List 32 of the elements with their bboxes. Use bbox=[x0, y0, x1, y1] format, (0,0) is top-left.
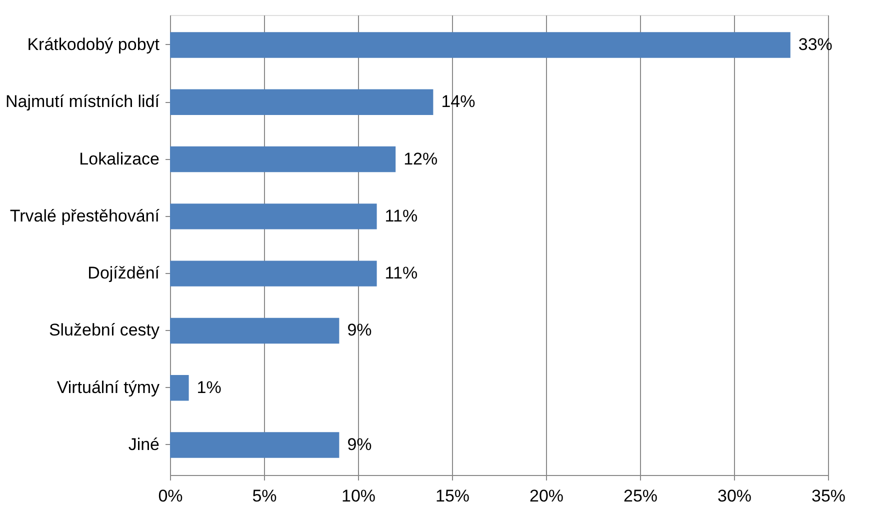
data-label: 11% bbox=[384, 206, 418, 226]
y-tick-label: Dojíždění bbox=[88, 264, 160, 283]
y-tick-label: Krátkodobý pobyt bbox=[27, 35, 160, 54]
data-label: 9% bbox=[347, 435, 372, 454]
data-label: 1% bbox=[196, 378, 222, 397]
x-tick-label: 15% bbox=[435, 486, 470, 506]
data-label: 9% bbox=[347, 320, 372, 340]
x-tick-label: 30% bbox=[717, 486, 752, 506]
x-tick-label: 10% bbox=[341, 486, 376, 506]
bar bbox=[170, 260, 377, 286]
x-tick-label: 0% bbox=[158, 486, 183, 506]
y-tick-label: Virtuální týmy bbox=[56, 378, 160, 397]
bar bbox=[170, 204, 377, 230]
bar bbox=[170, 375, 189, 401]
bar bbox=[170, 432, 340, 458]
y-tick-label: Najmutí místních lidí bbox=[6, 92, 160, 112]
y-tick-label: Trvalé přestěhování bbox=[10, 206, 160, 226]
bar bbox=[170, 32, 790, 58]
data-label: 33% bbox=[798, 35, 832, 54]
x-tick-label: 5% bbox=[252, 486, 277, 506]
bar bbox=[170, 89, 434, 115]
data-label: 12% bbox=[404, 149, 438, 168]
x-tick-label: 20% bbox=[529, 486, 564, 506]
x-tick-label: 25% bbox=[623, 486, 658, 506]
data-label: 14% bbox=[441, 92, 476, 112]
y-tick-label: Služební cesty bbox=[48, 320, 160, 340]
bar bbox=[170, 146, 396, 172]
y-tick-label: Lokalizace bbox=[79, 149, 160, 168]
x-tick-label: 35% bbox=[811, 486, 846, 506]
y-tick-label: Jiné bbox=[128, 435, 160, 454]
bar bbox=[170, 318, 340, 344]
data-label: 11% bbox=[384, 264, 418, 283]
